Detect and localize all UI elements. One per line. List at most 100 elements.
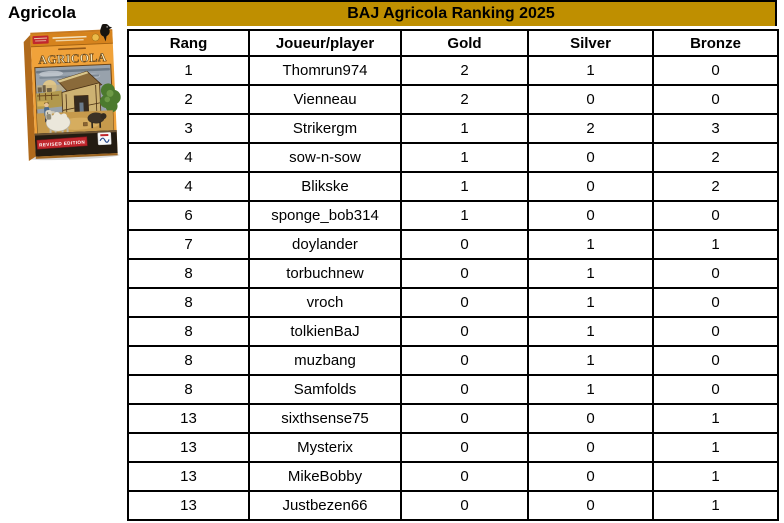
cell-gold: 0: [400, 345, 529, 376]
cell-silver: 0: [527, 142, 654, 173]
cell-bronze: 1: [652, 229, 779, 260]
cell-gold: 0: [400, 287, 529, 318]
cell-player: sixthsense75: [248, 403, 402, 434]
col-header-rang: Rang: [127, 29, 250, 57]
cell-bronze: 0: [652, 55, 779, 86]
cell-rang: 2: [127, 84, 250, 115]
table-row: 8 tolkienBaJ 0 1 0: [127, 316, 779, 347]
cell-rang: 8: [127, 316, 250, 347]
cell-silver: 1: [527, 374, 654, 405]
cell-bronze: 0: [652, 287, 779, 318]
box-top-strip: [30, 31, 113, 47]
cell-player: Samfolds: [248, 374, 402, 405]
cell-player: tolkienBaJ: [248, 316, 402, 347]
table-row: 4 Blikske 1 0 2: [127, 171, 779, 202]
cell-bronze: 0: [652, 374, 779, 405]
table-row: 13 Justbezen66 0 0 1: [127, 490, 779, 521]
cell-player: sow-n-sow: [248, 142, 402, 173]
cell-player: vroch: [248, 287, 402, 318]
cell-rang: 6: [127, 200, 250, 231]
cell-silver: 0: [527, 171, 654, 202]
table-row: 8 torbuchnew 0 1 0: [127, 258, 779, 289]
cell-gold: 2: [400, 84, 529, 115]
cell-rang: 13: [127, 490, 250, 521]
cell-silver: 1: [527, 229, 654, 260]
cell-bronze: 3: [652, 113, 779, 144]
title-bar: BAJ Agricola Ranking 2025: [127, 0, 777, 26]
table-row: 8 vroch 0 1 0: [127, 287, 779, 318]
cell-bronze: 1: [652, 403, 779, 434]
cell-rang: 13: [127, 432, 250, 463]
cell-gold: 1: [400, 142, 529, 173]
cell-bronze: 1: [652, 432, 779, 463]
table-row: 2 Vienneau 2 0 0: [127, 84, 779, 115]
publisher-logo-icon: [97, 132, 112, 146]
cell-bronze: 0: [652, 345, 779, 376]
table-row: 7 doylander 0 1 1: [127, 229, 779, 260]
cell-gold: 1: [400, 200, 529, 231]
cell-silver: 0: [527, 403, 654, 434]
table-row: 6 sponge_bob314 1 0 0: [127, 200, 779, 231]
table-row: 8 Samfolds 0 1 0: [127, 374, 779, 405]
cell-rang: 13: [127, 403, 250, 434]
table-row: 1 Thomrun974 2 1 0: [127, 55, 779, 86]
table-row: 3 Strikergm 1 2 3: [127, 113, 779, 144]
cell-rang: 7: [127, 229, 250, 260]
award-badge: [32, 35, 49, 45]
cell-player: MikeBobby: [248, 461, 402, 492]
table-row: 8 muzbang 0 1 0: [127, 345, 779, 376]
cell-silver: 1: [527, 258, 654, 289]
cell-rang: 8: [127, 258, 250, 289]
cell-silver: 0: [527, 200, 654, 231]
cell-silver: 2: [527, 113, 654, 144]
cell-bronze: 0: [652, 258, 779, 289]
ranking-title: BAJ Agricola Ranking 2025: [347, 5, 555, 22]
cell-rang: 8: [127, 287, 250, 318]
cell-bronze: 1: [652, 490, 779, 521]
cell-bronze: 0: [652, 316, 779, 347]
cell-silver: 1: [527, 287, 654, 318]
cell-player: Vienneau: [248, 84, 402, 115]
cell-silver: 0: [527, 432, 654, 463]
cell-gold: 0: [400, 374, 529, 405]
table-row: 13 MikeBobby 0 0 1: [127, 461, 779, 492]
cell-rang: 13: [127, 461, 250, 492]
revised-edition-text: REVISED EDITION: [39, 139, 86, 147]
cell-gold: 2: [400, 55, 529, 86]
award-medal: [91, 33, 100, 42]
cell-rang: 8: [127, 345, 250, 376]
cell-gold: 0: [400, 432, 529, 463]
cell-rang: 4: [127, 142, 250, 173]
cell-silver: 0: [527, 461, 654, 492]
cell-silver: 0: [527, 490, 654, 521]
cell-bronze: 2: [652, 171, 779, 202]
cell-rang: 3: [127, 113, 250, 144]
box-side-face: [23, 34, 36, 161]
cell-gold: 0: [400, 490, 529, 521]
cell-gold: 0: [400, 461, 529, 492]
col-header-silver: Silver: [527, 29, 654, 57]
cell-gold: 0: [400, 403, 529, 434]
header-row: Rang Joueur/player Gold Silver Bronze: [127, 29, 779, 57]
cell-gold: 0: [400, 229, 529, 260]
cell-player: torbuchnew: [248, 258, 402, 289]
cell-player: Strikergm: [248, 113, 402, 144]
cell-gold: 0: [400, 316, 529, 347]
cell-gold: 1: [400, 113, 529, 144]
cell-rang: 4: [127, 171, 250, 202]
ranking-table: Rang Joueur/player Gold Silver Bronze 1 …: [127, 29, 779, 521]
cell-silver: 1: [527, 316, 654, 347]
col-header-player: Joueur/player: [248, 29, 402, 57]
farm-scene: [34, 63, 121, 138]
revised-edition-ribbon: [36, 136, 88, 150]
ranking-table-body: 1 Thomrun974 2 1 0 2 Vienneau 2 0 0 3 St…: [127, 55, 779, 521]
col-header-gold: Gold: [400, 29, 529, 57]
cell-player: Blikske: [248, 171, 402, 202]
cell-player: muzbang: [248, 345, 402, 376]
raven-icon: [100, 24, 113, 42]
cell-bronze: 0: [652, 84, 779, 115]
cell-player: doylander: [248, 229, 402, 260]
cell-silver: 0: [527, 84, 654, 115]
cell-bronze: 1: [652, 461, 779, 492]
cell-bronze: 2: [652, 142, 779, 173]
